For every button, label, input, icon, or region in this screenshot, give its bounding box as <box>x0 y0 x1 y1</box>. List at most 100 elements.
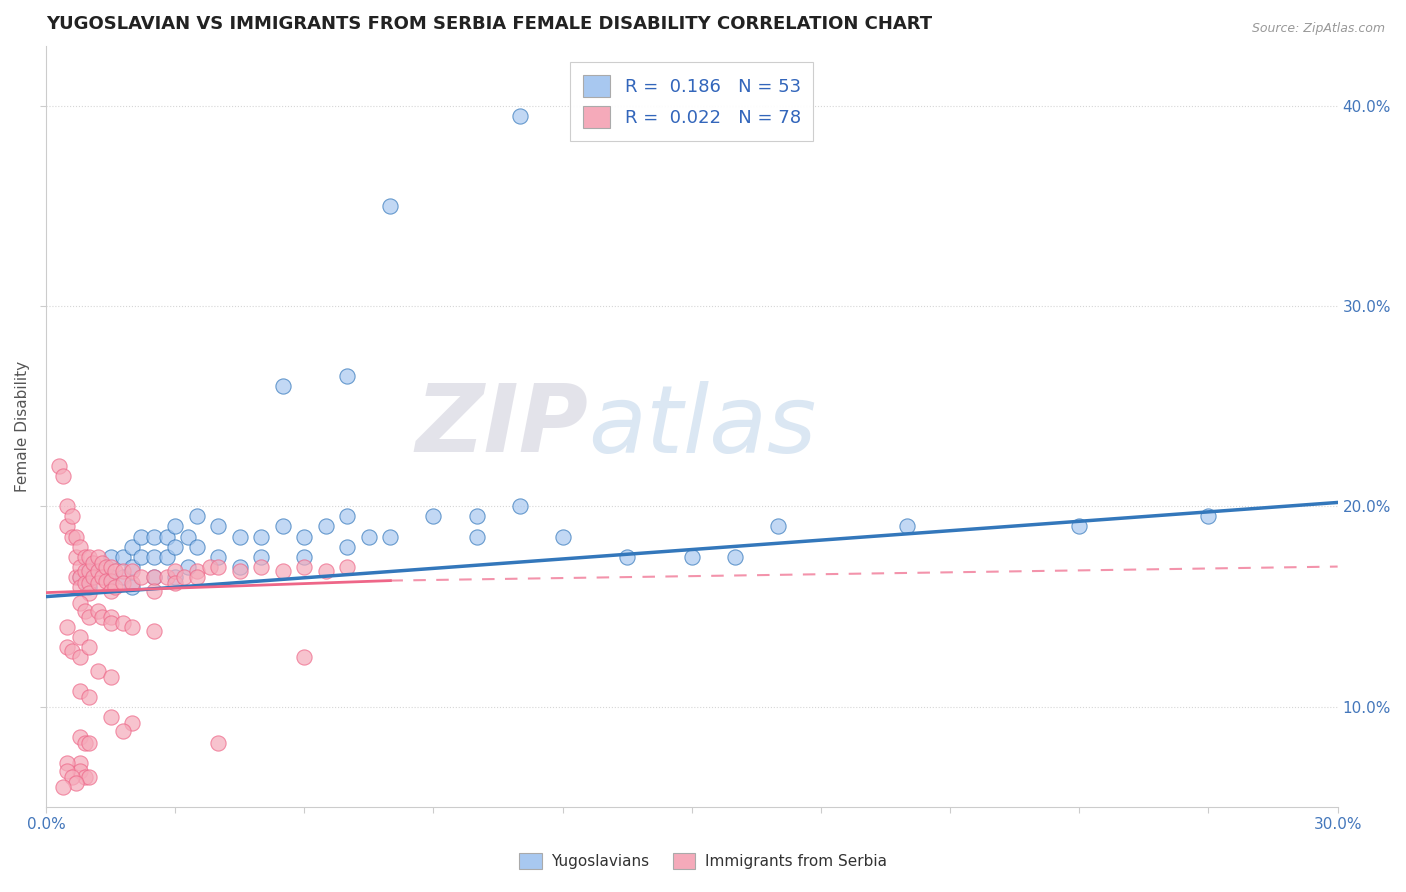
Legend: R =  0.186   N = 53, R =  0.022   N = 78: R = 0.186 N = 53, R = 0.022 N = 78 <box>571 62 813 141</box>
Point <box>681 549 703 564</box>
Point <box>65 569 87 583</box>
Point <box>86 604 108 618</box>
Point <box>155 569 177 583</box>
Text: ZIP: ZIP <box>416 380 589 473</box>
Point <box>91 569 114 583</box>
Point <box>228 529 250 543</box>
Point <box>86 575 108 590</box>
Point <box>228 559 250 574</box>
Legend: Yugoslavians, Immigrants from Serbia: Yugoslavians, Immigrants from Serbia <box>513 847 893 875</box>
Point <box>336 540 359 554</box>
Point <box>56 640 79 654</box>
Point <box>177 529 200 543</box>
Point <box>77 690 100 704</box>
Point <box>228 564 250 578</box>
Point <box>100 710 122 724</box>
Point <box>82 556 104 570</box>
Point <box>91 609 114 624</box>
Point <box>271 379 294 393</box>
Point <box>198 559 221 574</box>
Point <box>142 569 165 583</box>
Point <box>186 509 208 524</box>
Point <box>896 519 918 533</box>
Point <box>129 569 152 583</box>
Point <box>69 569 91 583</box>
Point <box>104 580 127 594</box>
Point <box>422 509 444 524</box>
Point <box>315 519 337 533</box>
Point <box>69 580 91 594</box>
Point <box>69 630 91 644</box>
Point <box>56 500 79 514</box>
Point <box>186 540 208 554</box>
Point <box>60 643 83 657</box>
Point <box>73 575 96 590</box>
Y-axis label: Female Disability: Female Disability <box>15 360 30 491</box>
Point <box>65 549 87 564</box>
Point <box>96 559 118 574</box>
Point <box>77 585 100 599</box>
Point <box>509 500 531 514</box>
Point <box>73 564 96 578</box>
Point <box>112 575 135 590</box>
Point <box>91 556 114 570</box>
Point <box>56 519 79 533</box>
Point <box>336 509 359 524</box>
Point <box>69 649 91 664</box>
Point <box>165 564 187 578</box>
Point <box>250 529 273 543</box>
Point <box>77 564 100 578</box>
Point <box>173 569 195 583</box>
Point <box>207 559 229 574</box>
Point <box>73 770 96 784</box>
Point <box>82 569 104 583</box>
Point <box>292 649 315 664</box>
Point <box>100 549 122 564</box>
Point <box>100 670 122 684</box>
Point <box>112 564 135 578</box>
Point <box>207 549 229 564</box>
Point <box>60 509 83 524</box>
Point <box>100 569 122 583</box>
Point <box>56 620 79 634</box>
Point <box>69 596 91 610</box>
Point <box>1198 509 1220 524</box>
Text: Source: ZipAtlas.com: Source: ZipAtlas.com <box>1251 22 1385 36</box>
Point <box>315 564 337 578</box>
Point <box>69 540 91 554</box>
Point <box>129 529 152 543</box>
Point <box>100 609 122 624</box>
Point <box>380 529 402 543</box>
Point <box>292 559 315 574</box>
Point <box>121 540 143 554</box>
Point <box>121 580 143 594</box>
Point <box>155 529 177 543</box>
Point <box>77 575 100 590</box>
Point <box>100 583 122 598</box>
Point <box>86 549 108 564</box>
Point <box>104 564 127 578</box>
Point <box>292 529 315 543</box>
Point <box>142 549 165 564</box>
Point <box>336 559 359 574</box>
Point <box>250 549 273 564</box>
Point <box>112 549 135 564</box>
Point <box>465 509 488 524</box>
Point <box>186 569 208 583</box>
Point <box>77 580 100 594</box>
Point <box>65 776 87 790</box>
Point <box>142 569 165 583</box>
Point <box>48 459 70 474</box>
Point <box>724 549 747 564</box>
Point <box>73 604 96 618</box>
Point <box>357 529 380 543</box>
Point <box>165 575 187 590</box>
Point <box>121 620 143 634</box>
Point <box>69 559 91 574</box>
Point <box>142 529 165 543</box>
Point <box>60 770 83 784</box>
Point <box>142 624 165 638</box>
Point <box>77 736 100 750</box>
Point <box>69 730 91 744</box>
Point <box>100 559 122 574</box>
